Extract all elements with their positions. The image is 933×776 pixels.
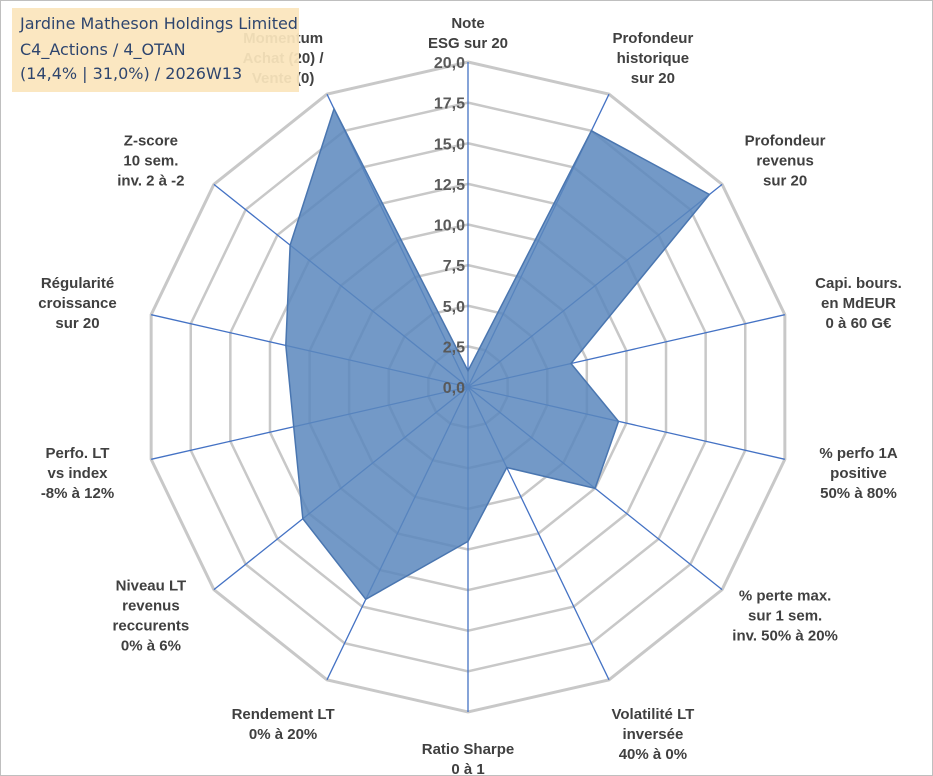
axis-label: Note ESG sur 20 bbox=[428, 15, 508, 52]
axis-label-line: sur 1 sem. bbox=[748, 607, 822, 624]
axis-label-line: inv. 2 à -2 bbox=[117, 173, 184, 190]
radial-tick-label: 15,0 bbox=[434, 136, 465, 153]
axis-label-line: croissance bbox=[38, 295, 116, 312]
axis-label-line: 0 à 1 bbox=[451, 761, 484, 775]
axis-label-line: revenus bbox=[122, 597, 180, 614]
axis-label-line: Volatilité LT bbox=[612, 706, 695, 723]
axis-label: Capi. bours. en MdEUR 0 à 60 G€ bbox=[815, 275, 902, 332]
axis-label: Niveau LT revenus reccurents 0% à 6% bbox=[113, 577, 190, 654]
radial-tick-label: 0,0 bbox=[443, 380, 465, 397]
axis-label-line: inv. 50% à 20% bbox=[732, 627, 838, 644]
axis-label-line: ESG sur 20 bbox=[428, 35, 508, 52]
axis-label-line: Perfo. LT bbox=[46, 445, 110, 462]
axis-label: Régularité croissance sur 20 bbox=[38, 275, 116, 332]
axis-label-line: Rendement LT bbox=[232, 706, 335, 723]
radial-tick-label: 12,5 bbox=[434, 177, 465, 194]
radial-tick-label: 2,5 bbox=[443, 339, 465, 356]
radial-tick-label: 7,5 bbox=[443, 258, 465, 275]
axis-label-line: sur 20 bbox=[763, 173, 807, 190]
axis-label-line: Z-score bbox=[124, 133, 178, 150]
series-area bbox=[285, 106, 711, 601]
axis-label-line: reccurents bbox=[113, 617, 190, 634]
axis-label-line: 0% à 20% bbox=[249, 726, 317, 743]
axis-label-line: % perfo 1A bbox=[819, 445, 898, 462]
axis-label: % perte max. sur 1 sem. inv. 50% à 20% bbox=[732, 587, 838, 644]
chart-title-box: Jardine Matheson Holdings Limited C4_Act… bbox=[12, 8, 299, 92]
chart-subtitle-period: (14,4% | 31,0%) / 2026W13 bbox=[20, 64, 243, 83]
axis-label-line: Profondeur bbox=[612, 30, 693, 47]
radial-tick-label: 5,0 bbox=[443, 299, 465, 316]
axis-label: Rendement LT 0% à 20% bbox=[232, 706, 335, 743]
axis-label-line: 0% à 6% bbox=[121, 637, 181, 654]
axis-label-line: 50% à 80% bbox=[820, 485, 897, 502]
axis-label-line: historique bbox=[617, 50, 690, 67]
axis-label-line: Profondeur bbox=[745, 133, 826, 150]
axis-label-line: Ratio Sharpe bbox=[422, 741, 515, 758]
axis-label-line: Capi. bours. bbox=[815, 275, 902, 292]
axis-label-line: sur 20 bbox=[55, 315, 99, 332]
axis-label-line: 0 à 60 G€ bbox=[826, 315, 893, 332]
axis-label-line: % perte max. bbox=[739, 587, 832, 604]
axis-label-line: Niveau LT bbox=[116, 577, 187, 594]
axis-label-line: vs index bbox=[47, 465, 108, 482]
axis-label-line: Note bbox=[451, 15, 484, 32]
axis-label-line: -8% à 12% bbox=[41, 485, 114, 502]
axis-label-line: Régularité bbox=[41, 275, 114, 292]
axis-label-line: en MdEUR bbox=[821, 295, 896, 312]
chart-title: Jardine Matheson Holdings Limited bbox=[20, 14, 298, 33]
radial-tick-label: 20,0 bbox=[434, 55, 465, 72]
axis-label: Profondeur historique sur 20 bbox=[612, 30, 693, 87]
axis-label-line: sur 20 bbox=[631, 70, 675, 87]
radial-tick-label: 10,0 bbox=[434, 218, 465, 235]
axis-label: Profondeur revenus sur 20 bbox=[745, 133, 826, 190]
axis-label-line: 40% à 0% bbox=[619, 746, 687, 763]
axis-label: Z-score 10 sem. inv. 2 à -2 bbox=[117, 133, 184, 190]
axis-label-line: positive bbox=[830, 465, 887, 482]
axis-label: Perfo. LT vs index -8% à 12% bbox=[41, 445, 114, 502]
axis-label-line: revenus bbox=[756, 153, 814, 170]
axis-label-line: inversée bbox=[622, 726, 683, 743]
axis-label: Ratio Sharpe 0 à 1 bbox=[422, 741, 515, 775]
axis-label: Volatilité LT inversée 40% à 0% bbox=[612, 706, 695, 763]
radial-tick-label: 17,5 bbox=[434, 96, 465, 113]
axis-label: % perfo 1A positive 50% à 80% bbox=[819, 445, 898, 502]
axis-label-line: 10 sem. bbox=[123, 153, 178, 170]
chart-subtitle-category: C4_Actions / 4_OTAN bbox=[20, 40, 186, 59]
